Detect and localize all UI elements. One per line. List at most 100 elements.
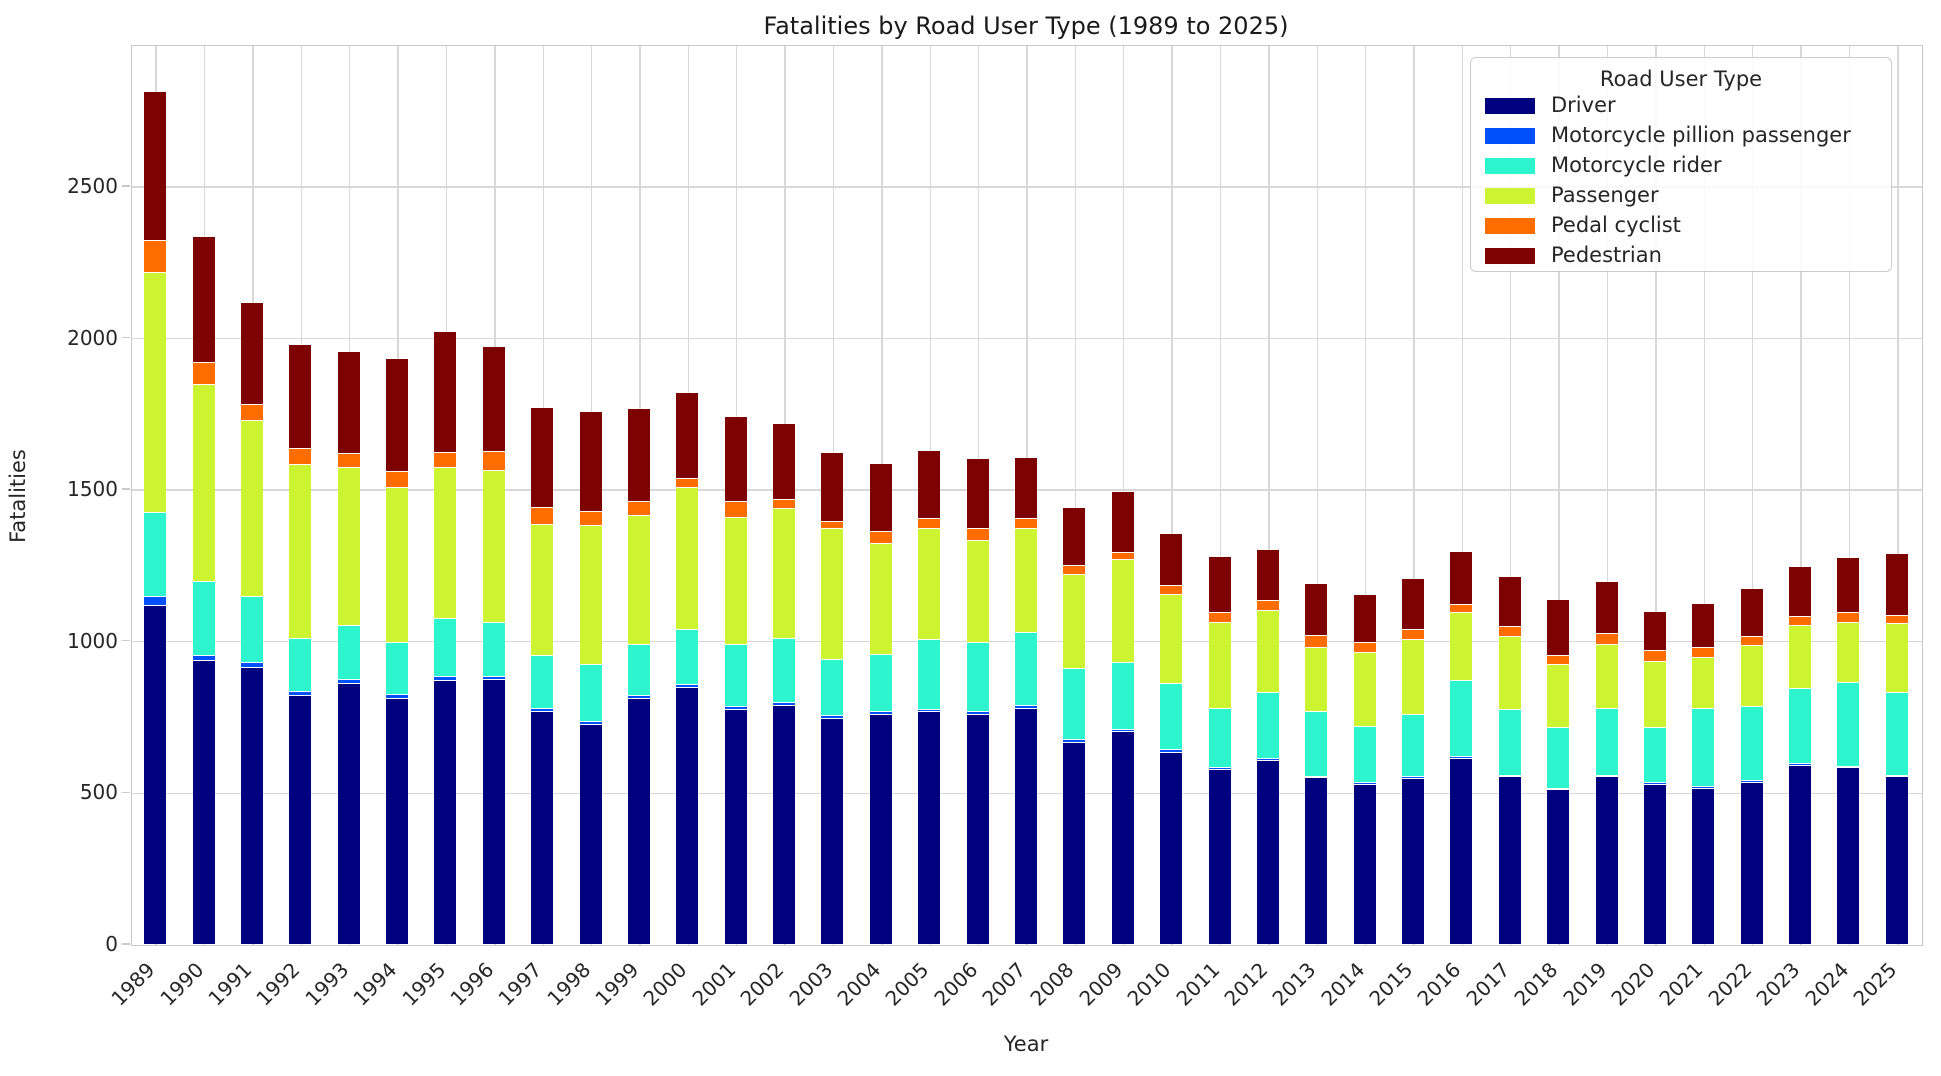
bar-segment [1837,558,1860,613]
bar-separator [1498,774,1521,776]
bar-segment [1063,668,1086,740]
bar-segment [1402,776,1425,779]
bar-segment [627,695,650,699]
bar-segment [192,237,215,363]
bar-segment [918,639,941,709]
bar-segment [1498,577,1521,627]
x-tick-label: 2000 [638,957,692,1011]
bar-separator [1208,767,1231,769]
bar-separator [1692,707,1715,709]
bar-segment [144,240,167,273]
bar-segment [1740,782,1763,944]
bar-separator [240,662,263,664]
x-tick-label: 2019 [1558,957,1612,1011]
bar-segment [1111,559,1134,663]
bar-segment [1063,739,1086,743]
bar-segment [1353,726,1376,783]
bar-separator [1789,624,1812,626]
bar-segment [821,715,844,719]
bar-segment [531,507,554,525]
bar-segment [1160,752,1183,944]
bar-separator [386,694,409,696]
bar-segment [1740,706,1763,781]
bar-separator [966,539,989,541]
bar-separator [337,467,360,469]
bar-segment [1256,758,1279,761]
bar-segment [1208,708,1231,768]
bar-segment [434,452,457,468]
bar-separator [627,515,650,517]
x-tick-label: 2005 [880,957,934,1011]
bar-segment [918,709,941,712]
bar-segment [1305,584,1328,636]
bar-segment [966,459,989,529]
bar-segment [1692,657,1715,709]
bar-separator [144,240,167,242]
bar-separator [918,639,941,641]
gridline-v [1655,46,1657,945]
legend-item: Passenger [1471,181,1891,211]
x-tick-label: 2010 [1122,957,1176,1011]
bar-separator [1160,682,1183,684]
bar-segment [1450,758,1473,944]
legend-swatch [1485,128,1535,144]
bar-segment [676,393,699,479]
bar-separator [1740,706,1763,708]
x-tick-label: 2013 [1267,957,1321,1011]
bar-separator [1305,775,1328,777]
bar-segment [1402,714,1425,777]
bar-segment [192,581,215,656]
bar-segment [869,714,892,944]
bar-separator [289,694,312,696]
bar-separator [1885,774,1908,776]
bar-segment [1643,650,1666,662]
bar-separator [1789,764,1812,766]
bar-segment [531,408,554,508]
x-tick-label: 1993 [300,957,354,1011]
y-tick-label: 500 [79,780,118,805]
bar-segment [482,676,505,680]
bar-separator [1692,646,1715,648]
bar-separator [869,542,892,544]
bar-separator [773,637,796,639]
bar-separator [482,621,505,623]
bar-segment [821,659,844,716]
bar-separator [1789,615,1812,617]
bar-segment [1595,708,1618,776]
bar-segment [337,467,360,626]
bar-segment [1160,749,1183,753]
bar-segment [192,384,215,582]
legend-swatch [1485,248,1535,264]
bar-separator [240,420,263,422]
x-tick-label: 2025 [1848,957,1902,1011]
bar-segment [966,714,989,944]
bar-separator [1111,551,1134,553]
bar-separator [773,701,796,703]
bar-separator [1305,635,1328,637]
bar-segment [337,683,360,944]
bar-separator [918,518,941,520]
bar-segment [1837,622,1860,683]
bar-separator [386,642,409,644]
y-tick-label: 1500 [67,477,118,502]
bar-segment [192,655,215,661]
bar-separator [1643,661,1666,663]
bar-separator [1547,789,1570,791]
bar-segment [1692,647,1715,658]
bar-separator [1789,687,1812,689]
bar-segment [1208,622,1231,709]
bar-separator [918,710,941,712]
bar-segment [1885,615,1908,624]
bar-separator [1643,649,1666,651]
gridline-v [1606,46,1609,945]
bar-segment [869,711,892,715]
x-tick-label: 2020 [1606,957,1660,1011]
bar-separator [531,655,554,657]
bar-segment [1740,645,1763,707]
bar-separator [869,653,892,655]
bar-separator [1063,565,1086,567]
bar-segment [240,662,263,668]
x-tick-label: 2012 [1219,957,1273,1011]
bar-segment [579,511,602,526]
